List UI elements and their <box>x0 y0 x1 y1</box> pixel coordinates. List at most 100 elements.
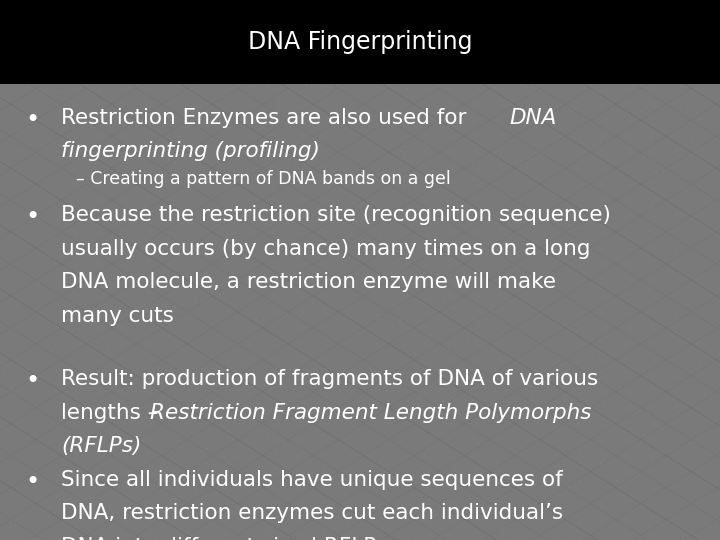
Point <box>120 143 132 151</box>
Point <box>628 170 639 179</box>
Point <box>304 478 315 487</box>
Point <box>285 428 297 437</box>
Point <box>491 218 503 226</box>
Point <box>377 453 389 462</box>
Point <box>0 216 9 225</box>
Point <box>380 138 392 147</box>
Point <box>554 436 566 445</box>
Point <box>678 103 690 112</box>
Point <box>39 333 50 341</box>
Point <box>279 185 291 194</box>
Point <box>81 356 92 364</box>
Point <box>279 413 291 421</box>
Point <box>487 170 498 178</box>
Point <box>534 386 545 395</box>
Point <box>1 334 13 343</box>
Point <box>176 282 188 291</box>
Point <box>498 130 509 139</box>
Point <box>176 345 188 354</box>
Point <box>675 161 687 170</box>
Point <box>352 201 364 210</box>
Point <box>162 119 174 127</box>
Point <box>464 424 475 433</box>
Point <box>297 125 308 133</box>
Point <box>400 462 412 470</box>
Text: (RFLPs): (RFLPs) <box>61 436 142 456</box>
Point <box>463 332 474 341</box>
Point <box>202 105 214 114</box>
Point <box>407 82 418 90</box>
Point <box>41 132 53 141</box>
Point <box>40 433 52 442</box>
Point <box>644 523 655 532</box>
Point <box>348 408 360 416</box>
Point <box>248 110 260 119</box>
Point <box>39 410 50 419</box>
Point <box>635 107 647 116</box>
Point <box>526 395 538 403</box>
Point <box>675 470 687 479</box>
Point <box>405 508 416 516</box>
Point <box>648 211 660 219</box>
Point <box>315 498 327 507</box>
Point <box>212 320 224 328</box>
Point <box>91 490 103 499</box>
Point <box>215 237 226 245</box>
Point <box>551 254 562 262</box>
Point <box>602 311 613 320</box>
Point <box>373 454 384 462</box>
Point <box>701 237 713 245</box>
Point <box>470 308 482 317</box>
Point <box>133 218 145 227</box>
Point <box>432 210 444 219</box>
Point <box>706 346 717 354</box>
Point <box>369 353 381 362</box>
Point <box>505 522 516 531</box>
Point <box>348 384 359 393</box>
Point <box>578 194 590 202</box>
Point <box>609 146 621 154</box>
Point <box>24 420 35 428</box>
Point <box>132 294 144 302</box>
Point <box>258 184 269 192</box>
Point <box>335 103 346 112</box>
Point <box>197 402 209 410</box>
Point <box>643 167 654 176</box>
Point <box>22 117 34 125</box>
Point <box>292 146 303 155</box>
Point <box>461 84 472 93</box>
Point <box>459 508 471 516</box>
Point <box>707 405 719 414</box>
Point <box>364 364 376 373</box>
Point <box>194 144 206 153</box>
Point <box>705 340 716 349</box>
Point <box>480 298 492 307</box>
Point <box>42 457 53 465</box>
Point <box>206 448 217 457</box>
Point <box>359 448 370 457</box>
Point <box>571 451 582 460</box>
Point <box>639 365 650 374</box>
Point <box>602 109 613 118</box>
Point <box>534 231 545 239</box>
Point <box>320 167 331 176</box>
Point <box>567 184 579 192</box>
Point <box>649 492 660 501</box>
Point <box>183 405 194 414</box>
Point <box>333 111 345 119</box>
Point <box>75 522 86 530</box>
Point <box>150 186 162 194</box>
Point <box>118 210 130 219</box>
Point <box>520 158 531 166</box>
Point <box>12 476 24 484</box>
Point <box>523 528 535 536</box>
Text: DNA, restriction enzymes cut each individual’s: DNA, restriction enzymes cut each indivi… <box>61 503 563 523</box>
Point <box>9 499 21 508</box>
Point <box>225 447 236 455</box>
Point <box>37 364 48 373</box>
Point <box>379 259 390 267</box>
Point <box>102 128 113 137</box>
Point <box>516 476 527 485</box>
Point <box>693 359 705 368</box>
Point <box>149 246 161 254</box>
